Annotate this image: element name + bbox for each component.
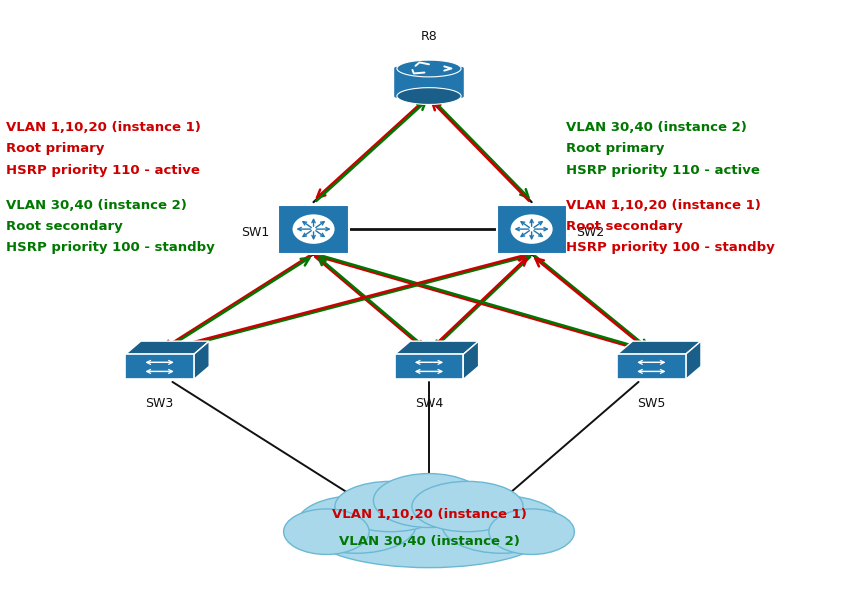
- Ellipse shape: [335, 482, 446, 532]
- Polygon shape: [617, 341, 701, 355]
- FancyBboxPatch shape: [394, 66, 464, 99]
- Text: VLAN 30,40 (instance 2): VLAN 30,40 (instance 2): [565, 121, 746, 134]
- Text: Root primary: Root primary: [6, 141, 104, 155]
- Polygon shape: [686, 341, 701, 379]
- FancyBboxPatch shape: [125, 355, 194, 379]
- Text: SW2: SW2: [576, 226, 604, 238]
- Ellipse shape: [397, 88, 461, 105]
- Text: SW4: SW4: [415, 397, 443, 410]
- Ellipse shape: [489, 509, 574, 554]
- Circle shape: [511, 214, 553, 244]
- Text: HSRP priority 110 - active: HSRP priority 110 - active: [6, 164, 200, 177]
- Text: VLAN 1,10,20 (instance 1): VLAN 1,10,20 (instance 1): [6, 121, 201, 134]
- Text: VLAN 30,40 (instance 2): VLAN 30,40 (instance 2): [6, 199, 186, 212]
- FancyBboxPatch shape: [279, 205, 348, 253]
- Polygon shape: [194, 341, 209, 379]
- Text: Root secondary: Root secondary: [565, 220, 683, 232]
- Ellipse shape: [412, 482, 523, 532]
- Ellipse shape: [284, 509, 369, 554]
- Text: SW5: SW5: [637, 397, 666, 410]
- Ellipse shape: [397, 60, 461, 77]
- Text: Root primary: Root primary: [565, 141, 664, 155]
- FancyBboxPatch shape: [617, 355, 686, 379]
- Circle shape: [293, 214, 335, 244]
- FancyBboxPatch shape: [497, 205, 566, 253]
- FancyBboxPatch shape: [395, 355, 463, 379]
- Text: VLAN 1,10,20 (instance 1): VLAN 1,10,20 (instance 1): [331, 509, 527, 521]
- Text: VLAN 30,40 (instance 2): VLAN 30,40 (instance 2): [339, 535, 519, 548]
- Polygon shape: [463, 341, 479, 379]
- Text: HSRP priority 100 - standby: HSRP priority 100 - standby: [565, 241, 775, 253]
- Polygon shape: [125, 341, 209, 355]
- Text: R8: R8: [420, 30, 438, 43]
- Ellipse shape: [309, 496, 549, 568]
- Ellipse shape: [442, 496, 561, 553]
- Text: HSRP priority 100 - standby: HSRP priority 100 - standby: [6, 241, 214, 253]
- Text: VLAN 1,10,20 (instance 1): VLAN 1,10,20 (instance 1): [565, 199, 761, 212]
- Text: HSRP priority 110 - active: HSRP priority 110 - active: [565, 164, 759, 177]
- Text: Root secondary: Root secondary: [6, 220, 123, 232]
- Text: SW1: SW1: [241, 226, 269, 238]
- Text: SW3: SW3: [146, 397, 173, 410]
- Ellipse shape: [373, 474, 485, 527]
- Polygon shape: [395, 341, 479, 355]
- Ellipse shape: [297, 496, 416, 553]
